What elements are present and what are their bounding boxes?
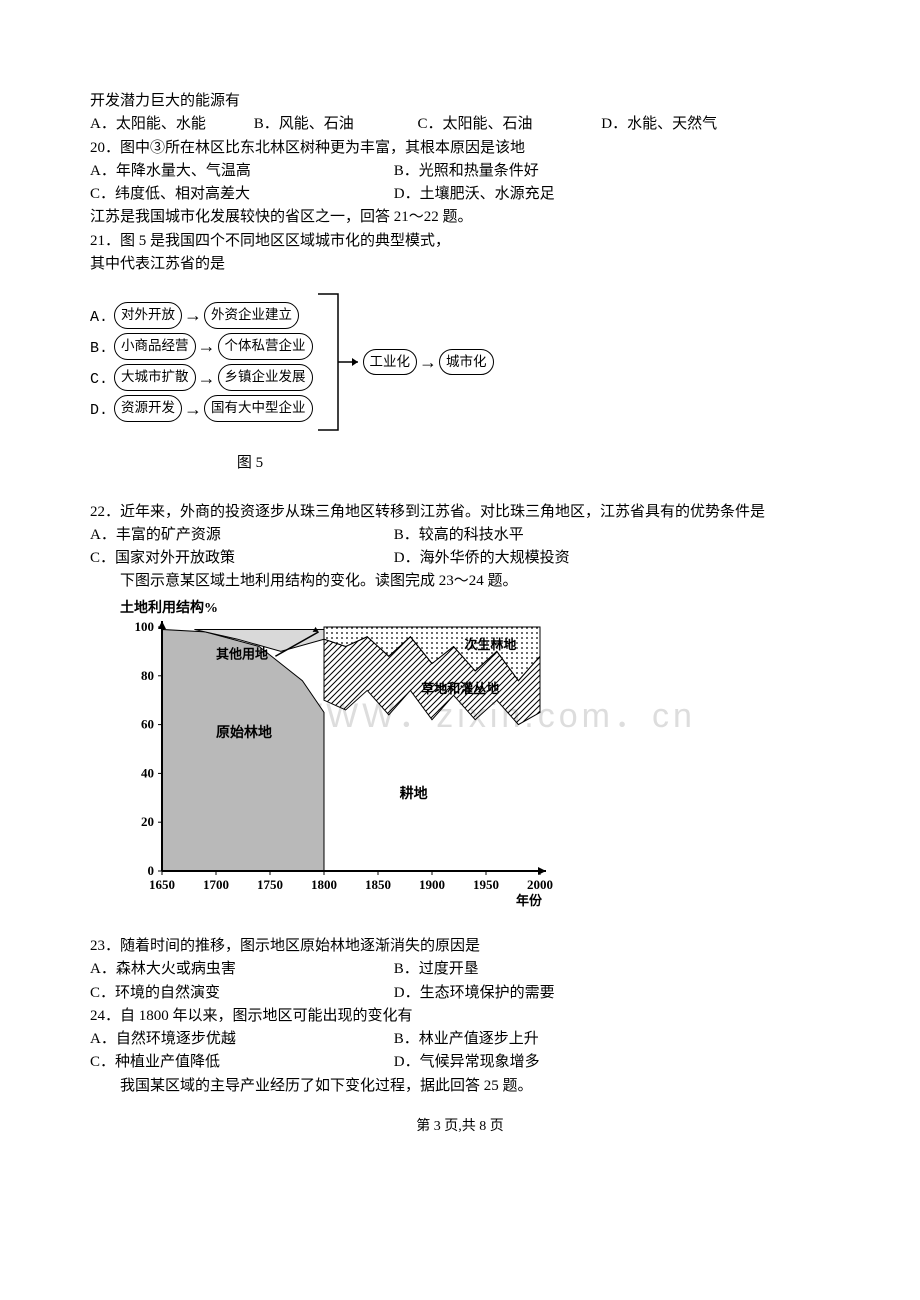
q19-opt-c[interactable]: C．太阳能、石油: [418, 113, 598, 136]
q24-options-row1: A．自然环境逐步优越 B．林业产值逐步上升: [90, 1028, 830, 1051]
flow-node: 外资企业建立: [204, 302, 299, 329]
node-industrialization: 工业化: [363, 349, 418, 376]
q19-options: A．太阳能、水能 B．风能、石油 C．太阳能、石油 D．水能、天然气: [90, 113, 830, 136]
svg-text:年份: 年份: [516, 893, 543, 908]
svg-text:1800: 1800: [311, 877, 337, 892]
svg-text:60: 60: [141, 717, 154, 732]
option-letter[interactable]: A.: [90, 306, 114, 329]
q20-stem: 20．图中③所在林区比东北林区树种更为丰富，其根本原因是该地: [90, 137, 830, 160]
q23-opt-d[interactable]: D．生态环境保护的需要: [394, 982, 555, 1005]
arrow-icon: →: [184, 400, 202, 418]
q22-opt-a[interactable]: A．丰富的矿产资源: [90, 524, 390, 547]
flow-node: 资源开发: [114, 395, 182, 422]
q22-opt-c[interactable]: C．国家对外开放政策: [90, 547, 390, 570]
q23-opt-c[interactable]: C．环境的自然演变: [90, 982, 390, 1005]
q23-options-row2: C．环境的自然演变 D．生态环境保护的需要: [90, 982, 830, 1005]
q24-opt-c[interactable]: C．种植业产值降低: [90, 1051, 390, 1074]
svg-text:100: 100: [135, 621, 155, 634]
svg-text:1750: 1750: [257, 877, 283, 892]
q19-stem: 开发潜力巨大的能源有: [90, 90, 830, 113]
q19-opt-b[interactable]: B．风能、石油: [254, 113, 414, 136]
svg-text:80: 80: [141, 668, 154, 683]
svg-text:1900: 1900: [419, 877, 445, 892]
arrow-icon: →: [419, 353, 437, 371]
svg-text:40: 40: [141, 766, 154, 781]
q24-options-row2: C．种植业产值降低 D．气候异常现象增多: [90, 1051, 830, 1074]
q23-opt-b[interactable]: B．过度开垦: [394, 958, 479, 981]
figure-5-caption: 图 5: [90, 452, 410, 475]
svg-text:草地和灌丛地: 草地和灌丛地: [421, 681, 499, 696]
svg-text:2000: 2000: [527, 877, 553, 892]
chart-title: 土地利用结构%: [120, 598, 830, 620]
flow-node: 大城市扩散: [114, 364, 196, 391]
q22-options-row1: A．丰富的矿产资源 B．较高的科技水平: [90, 524, 830, 547]
q23-stem: 23．随着时间的推移，图示地区原始林地逐渐消失的原因是: [90, 935, 830, 958]
bracket-icon: [313, 282, 363, 442]
q20-opt-a[interactable]: A．年降水量大、气温高: [90, 160, 390, 183]
q22-opt-d[interactable]: D．海外华侨的大规模投资: [394, 547, 570, 570]
svg-text:1650: 1650: [149, 877, 175, 892]
q19-opt-a[interactable]: A．太阳能、水能: [90, 113, 250, 136]
figure-5: A.对外开放→外资企业建立B.小商品经营→个体私营企业C.大城市扩散→乡镇企业发…: [90, 282, 830, 475]
q24-stem: 24．自 1800 年以来，图示地区可能出现的变化有: [90, 1005, 830, 1028]
node-urbanization: 城市化: [439, 349, 494, 376]
q20-opt-b[interactable]: B．光照和热量条件好: [394, 160, 539, 183]
arrow-icon: →: [198, 337, 216, 355]
option-letter[interactable]: B.: [90, 337, 114, 360]
q19-opt-d[interactable]: D．水能、天然气: [601, 113, 717, 136]
arrow-icon: →: [198, 369, 216, 387]
svg-text:1850: 1850: [365, 877, 391, 892]
flow-node: 小商品经营: [114, 333, 196, 360]
land-use-chart: 土地利用结构% 0 20 40 60 80 100 1650 1700 1750 1800 1850…: [120, 598, 830, 932]
q22-options-row2: C．国家对外开放政策 D．海外华侨的大规模投资: [90, 547, 830, 570]
q25-lead: 我国某区域的主导产业经历了如下变化过程，据此回答 25 题。: [90, 1075, 830, 1098]
q24-opt-d[interactable]: D．气候异常现象增多: [394, 1051, 540, 1074]
svg-text:1700: 1700: [203, 877, 229, 892]
svg-text:1950: 1950: [473, 877, 499, 892]
q20-opt-c[interactable]: C．纬度低、相对高差大: [90, 183, 390, 206]
page-footer: 第 3 页,共 8 页: [90, 1116, 830, 1138]
q21-stem-2: 其中代表江苏省的是: [90, 253, 830, 276]
q20-opt-d[interactable]: D．土壤肥沃、水源充足: [394, 183, 555, 206]
flow-node: 对外开放: [114, 302, 182, 329]
q24-opt-b[interactable]: B．林业产值逐步上升: [394, 1028, 539, 1051]
svg-text:耕地: 耕地: [400, 785, 428, 802]
svg-text:0: 0: [148, 863, 155, 878]
q23-lead: 下图示意某区域土地利用结构的变化。读图完成 23～24 题。: [90, 570, 830, 593]
q22-opt-b[interactable]: B．较高的科技水平: [394, 524, 524, 547]
flow-node: 国有大中型企业: [204, 395, 313, 422]
q20-options-row2: C．纬度低、相对高差大 D．土壤肥沃、水源充足: [90, 183, 830, 206]
svg-text:其他用地: 其他用地: [216, 647, 268, 662]
q21-stem-1: 21．图 5 是我国四个不同地区区域城市化的典型模式，: [90, 230, 830, 253]
arrow-icon: →: [184, 306, 202, 324]
q23-options-row1: A．森林大火或病虫害 B．过度开垦: [90, 958, 830, 981]
q20-options-row1: A．年降水量大、气温高 B．光照和热量条件好: [90, 160, 830, 183]
q24-opt-a[interactable]: A．自然环境逐步优越: [90, 1028, 390, 1051]
q23-opt-a[interactable]: A．森林大火或病虫害: [90, 958, 390, 981]
svg-text:原始林地: 原始林地: [216, 724, 272, 741]
svg-text:次生林地: 次生林地: [464, 637, 516, 652]
q22-stem: 22．近年来，外商的投资逐步从珠三角地区转移到江苏省。对比珠三角地区，江苏省具有…: [90, 501, 830, 524]
svg-text:20: 20: [141, 814, 154, 829]
flow-node: 乡镇企业发展: [218, 364, 313, 391]
option-letter[interactable]: D.: [90, 399, 114, 422]
option-letter[interactable]: C.: [90, 368, 114, 391]
flow-node: 个体私营企业: [218, 333, 313, 360]
q21-lead: 江苏是我国城市化发展较快的省区之一，回答 21～22 题。: [90, 206, 830, 229]
